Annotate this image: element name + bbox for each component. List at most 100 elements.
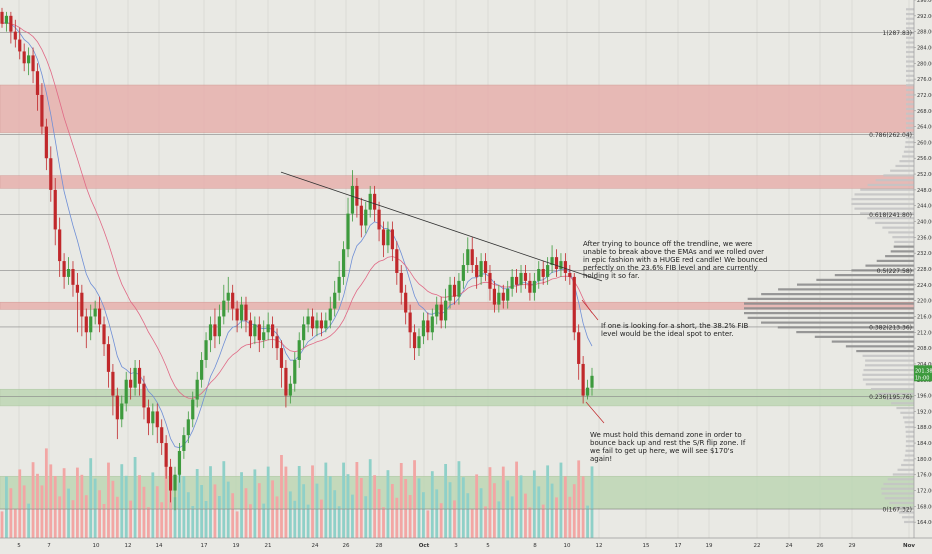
volume-profile-row <box>865 264 914 267</box>
candle-body <box>488 272 492 289</box>
volume-profile-row <box>796 330 914 334</box>
candle-body <box>80 292 84 317</box>
volume-profile-row <box>851 202 914 206</box>
volume-profile-row <box>884 397 914 400</box>
candle-body <box>9 15 13 32</box>
candle-body <box>444 300 448 321</box>
volume-profile-row <box>905 449 914 452</box>
volume-profile-row <box>897 468 914 471</box>
candle-body <box>31 55 35 72</box>
candle-body <box>417 336 421 349</box>
volume-bar <box>590 466 594 538</box>
candle-body <box>550 257 554 266</box>
volume-bar <box>453 500 456 538</box>
price-tick-label: 204.00 <box>917 362 932 368</box>
candle-body <box>430 316 434 333</box>
candle-body <box>173 474 177 491</box>
candle-body <box>239 304 244 321</box>
volume-bar <box>231 493 235 538</box>
volume-bar <box>302 484 306 538</box>
volume-profile-row <box>865 383 914 386</box>
volume-bar <box>586 505 589 538</box>
candle-body <box>386 229 390 246</box>
volume-bar <box>151 472 155 538</box>
time-tick-label: 10 <box>93 543 100 549</box>
volume-bar <box>253 469 257 538</box>
volume-bar <box>555 497 558 538</box>
price-tick-label: 296.00 <box>917 0 932 4</box>
time-tick-label: 29 <box>849 543 856 549</box>
volume-profile-row <box>834 274 914 277</box>
volume-profile-row <box>777 326 914 329</box>
candle-body <box>506 288 510 301</box>
price-tick-label: 220.00 <box>917 299 932 305</box>
volume-bar <box>532 470 536 538</box>
volume-profile-row <box>854 207 914 210</box>
price-tick-label: 216.00 <box>917 314 932 320</box>
candle-body <box>97 308 102 325</box>
candle-body <box>572 276 576 333</box>
volume-profile-row <box>881 487 914 490</box>
candle-body <box>222 300 226 317</box>
volume-bar <box>466 493 470 538</box>
candle-body <box>359 205 363 226</box>
candle-body <box>399 272 403 293</box>
volume-profile-row <box>883 174 914 177</box>
volume-bar <box>84 495 88 538</box>
volume-profile-row <box>887 478 914 481</box>
candle-body <box>497 292 501 305</box>
volume-bar <box>284 466 288 538</box>
candle-body <box>546 265 550 277</box>
candle-body <box>137 367 142 384</box>
candle-body <box>195 379 199 400</box>
volume-bar <box>395 497 399 538</box>
volume-bar <box>195 469 199 538</box>
time-tick-label: 12 <box>125 543 132 549</box>
candle-body <box>364 209 368 226</box>
volume-bar <box>355 462 359 538</box>
volume-bar <box>186 492 190 538</box>
candle-body <box>200 359 204 380</box>
volume-bar <box>493 483 496 538</box>
volume-profile-row <box>882 226 914 229</box>
volume-bar <box>280 455 283 538</box>
demand-zone <box>0 388 915 407</box>
volume-profile-row <box>890 250 914 253</box>
volume-bar <box>62 468 66 538</box>
candle-body <box>115 395 119 420</box>
candle-body <box>22 51 26 64</box>
volume-profile-row <box>867 183 914 187</box>
volume-profile-row <box>906 93 914 96</box>
annotation-trendline-note: After trying to bounce off the trendline… <box>583 240 768 280</box>
volume-bar <box>142 486 146 538</box>
volume-profile-row <box>881 492 914 495</box>
candle-body <box>93 308 97 317</box>
volume-profile-row <box>747 316 914 319</box>
volume-profile-row <box>906 69 914 73</box>
volume-profile-row <box>845 345 914 348</box>
candle-body <box>160 427 164 444</box>
time-tick-label: 19 <box>706 543 713 549</box>
volume-bar <box>129 500 133 538</box>
volume-bar <box>262 503 266 538</box>
trendline <box>280 171 603 282</box>
volume-profile-row <box>898 511 914 514</box>
candle-body <box>35 71 40 95</box>
candle-body <box>177 450 182 475</box>
candle-body <box>492 288 497 305</box>
price-tick-label: 288.00 <box>917 30 932 36</box>
volume-bar <box>377 489 381 538</box>
volume-bar <box>288 491 292 538</box>
volume-profile-row <box>876 259 914 262</box>
volume-bar <box>240 472 243 538</box>
price-tick-label: 260.00 <box>917 140 932 146</box>
volume-bar <box>22 485 26 538</box>
volume-bar <box>111 480 115 538</box>
volume-bar <box>364 496 368 538</box>
candle-body <box>58 229 62 262</box>
price-tick-label: 232.00 <box>917 251 932 257</box>
candle-body <box>519 272 523 285</box>
candle-body <box>333 292 337 309</box>
